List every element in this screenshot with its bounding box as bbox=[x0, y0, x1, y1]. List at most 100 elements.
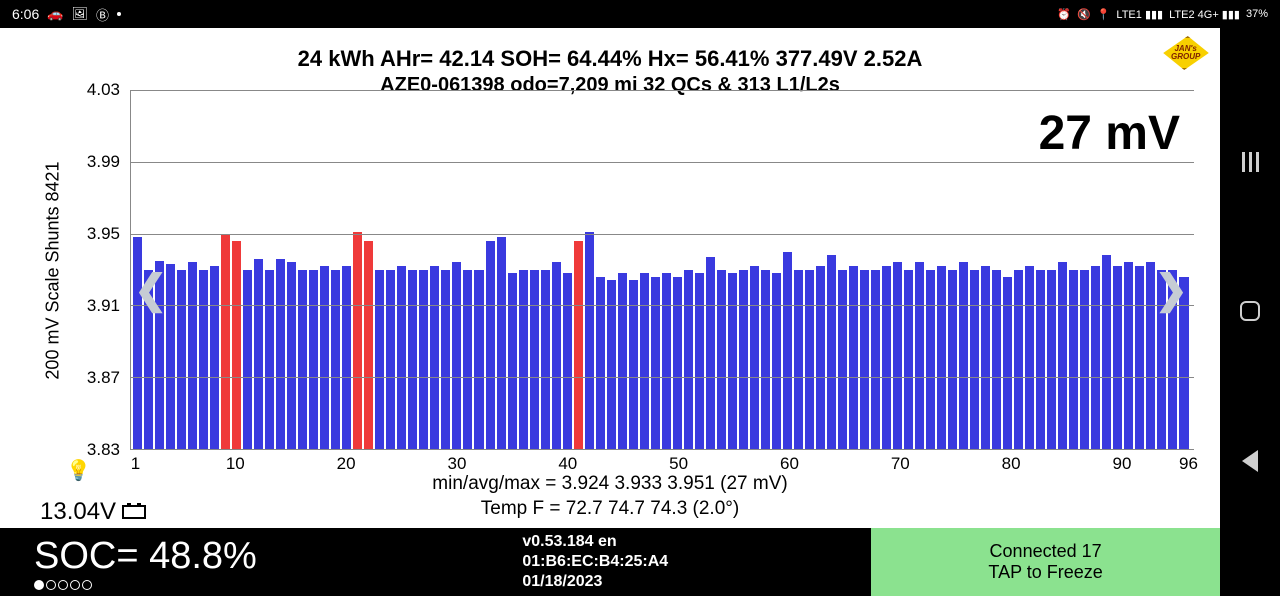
cell-bar[interactable] bbox=[959, 262, 968, 449]
cell-bar[interactable] bbox=[474, 270, 483, 450]
cell-bar[interactable] bbox=[177, 270, 186, 450]
cell-bar[interactable] bbox=[596, 277, 605, 449]
cell-bar[interactable] bbox=[353, 232, 362, 449]
cell-bar[interactable] bbox=[915, 262, 924, 449]
cell-bar[interactable] bbox=[805, 270, 814, 450]
cell-bar[interactable] bbox=[1014, 270, 1023, 450]
cell-bar[interactable] bbox=[1058, 262, 1067, 449]
cell-bar[interactable] bbox=[1047, 270, 1056, 450]
cell-bar[interactable] bbox=[276, 259, 285, 449]
cell-bar[interactable] bbox=[750, 266, 759, 449]
cell-bar[interactable] bbox=[397, 266, 406, 449]
cell-bar[interactable] bbox=[221, 234, 230, 449]
cell-bar[interactable] bbox=[904, 270, 913, 450]
cell-bar[interactable] bbox=[210, 266, 219, 449]
cell-bar[interactable] bbox=[739, 270, 748, 450]
cell-bar[interactable] bbox=[1124, 262, 1133, 449]
cell-bar[interactable] bbox=[1036, 270, 1045, 450]
cell-bar[interactable] bbox=[1135, 266, 1144, 449]
cell-bar[interactable] bbox=[287, 262, 296, 449]
cell-bar[interactable] bbox=[783, 252, 792, 449]
cell-bar[interactable] bbox=[419, 270, 428, 450]
cell-bar[interactable] bbox=[1080, 270, 1089, 450]
cell-bar[interactable] bbox=[926, 270, 935, 450]
cell-bar[interactable] bbox=[298, 270, 307, 450]
cell-bar[interactable] bbox=[673, 277, 682, 449]
cell-bar[interactable] bbox=[254, 259, 263, 449]
cell-bar[interactable] bbox=[530, 270, 539, 450]
back-button[interactable] bbox=[1242, 450, 1258, 472]
cell-bar[interactable] bbox=[430, 266, 439, 449]
cell-voltage-chart[interactable]: 200 mV Scale Shunts 8421 3.833.873.913.9… bbox=[40, 90, 1200, 490]
cell-bar[interactable] bbox=[309, 270, 318, 450]
cell-bar[interactable] bbox=[541, 270, 550, 450]
cell-bar[interactable] bbox=[199, 270, 208, 450]
cell-bar[interactable] bbox=[761, 270, 770, 450]
recents-button[interactable] bbox=[1242, 152, 1259, 172]
cell-bar[interactable] bbox=[243, 270, 252, 450]
cell-bar[interactable] bbox=[265, 270, 274, 450]
cell-bar[interactable] bbox=[695, 273, 704, 449]
cell-bar[interactable] bbox=[342, 266, 351, 449]
cell-bar[interactable] bbox=[375, 270, 384, 450]
cell-bar[interactable] bbox=[408, 270, 417, 450]
cell-bar[interactable] bbox=[1003, 277, 1012, 449]
cell-bar[interactable] bbox=[320, 266, 329, 449]
cell-bar[interactable] bbox=[232, 241, 241, 449]
cell-bar[interactable] bbox=[463, 270, 472, 450]
connection-panel[interactable]: Connected 17 TAP to Freeze bbox=[871, 528, 1220, 596]
cell-bar[interactable] bbox=[816, 266, 825, 449]
cell-bar[interactable] bbox=[860, 270, 869, 450]
version-panel: v0.53.184 en 01:B6:EC:B4:25:A4 01/18/202… bbox=[522, 528, 871, 596]
cell-bar[interactable] bbox=[684, 270, 693, 450]
cell-bar[interactable] bbox=[717, 270, 726, 450]
cell-bar[interactable] bbox=[706, 257, 715, 449]
cell-bar[interactable] bbox=[364, 241, 373, 449]
cell-bar[interactable] bbox=[188, 262, 197, 449]
cell-bar[interactable] bbox=[519, 270, 528, 450]
cell-bar[interactable] bbox=[992, 270, 1001, 450]
cell-bar[interactable] bbox=[640, 273, 649, 449]
cell-bar[interactable] bbox=[331, 270, 340, 450]
cell-bar[interactable] bbox=[970, 270, 979, 450]
cell-bar[interactable] bbox=[508, 273, 517, 449]
cell-bar[interactable] bbox=[882, 266, 891, 449]
cell-bar[interactable] bbox=[441, 270, 450, 450]
cell-bar[interactable] bbox=[618, 273, 627, 449]
cell-bar[interactable] bbox=[1102, 255, 1111, 449]
cell-bar[interactable] bbox=[1091, 266, 1100, 449]
cell-bar[interactable] bbox=[574, 241, 583, 449]
cell-bar[interactable] bbox=[651, 277, 660, 449]
cell-bar[interactable] bbox=[585, 232, 594, 449]
cell-bar[interactable] bbox=[838, 270, 847, 450]
chart-prev-arrow[interactable]: ❮ bbox=[134, 267, 168, 313]
cell-bar[interactable] bbox=[386, 270, 395, 450]
soc-panel[interactable]: SOC= 48.8% bbox=[0, 528, 522, 596]
cell-bar[interactable] bbox=[728, 273, 737, 449]
cell-bar[interactable] bbox=[1113, 266, 1122, 449]
cell-bar[interactable] bbox=[452, 262, 461, 449]
chart-next-arrow[interactable]: ❯ bbox=[1154, 267, 1188, 313]
cell-bar[interactable] bbox=[827, 255, 836, 449]
cell-bar[interactable] bbox=[563, 273, 572, 449]
page-dots[interactable] bbox=[34, 578, 522, 590]
cell-bar[interactable] bbox=[948, 270, 957, 450]
jans-group-logo[interactable]: JAN'sGROUP bbox=[1152, 28, 1220, 78]
cell-bar[interactable] bbox=[871, 270, 880, 450]
y-tick: 3.99 bbox=[87, 152, 120, 172]
cell-bar[interactable] bbox=[937, 266, 946, 449]
cell-bar[interactable] bbox=[486, 241, 495, 449]
cell-bar[interactable] bbox=[794, 270, 803, 450]
cell-bar[interactable] bbox=[849, 266, 858, 449]
home-button[interactable] bbox=[1240, 301, 1260, 321]
cell-bar[interactable] bbox=[893, 262, 902, 449]
cell-bar[interactable] bbox=[981, 266, 990, 449]
cell-bar[interactable] bbox=[662, 273, 671, 449]
cell-bar[interactable] bbox=[552, 262, 561, 449]
cell-bar[interactable] bbox=[497, 237, 506, 449]
x-tick: 1 bbox=[131, 454, 140, 474]
chart-footer-stats: min/avg/max = 3.924 3.933 3.951 (27 mV) … bbox=[0, 472, 1220, 521]
cell-bar[interactable] bbox=[1069, 270, 1078, 450]
cell-bar[interactable] bbox=[1025, 266, 1034, 449]
cell-bar[interactable] bbox=[772, 273, 781, 449]
